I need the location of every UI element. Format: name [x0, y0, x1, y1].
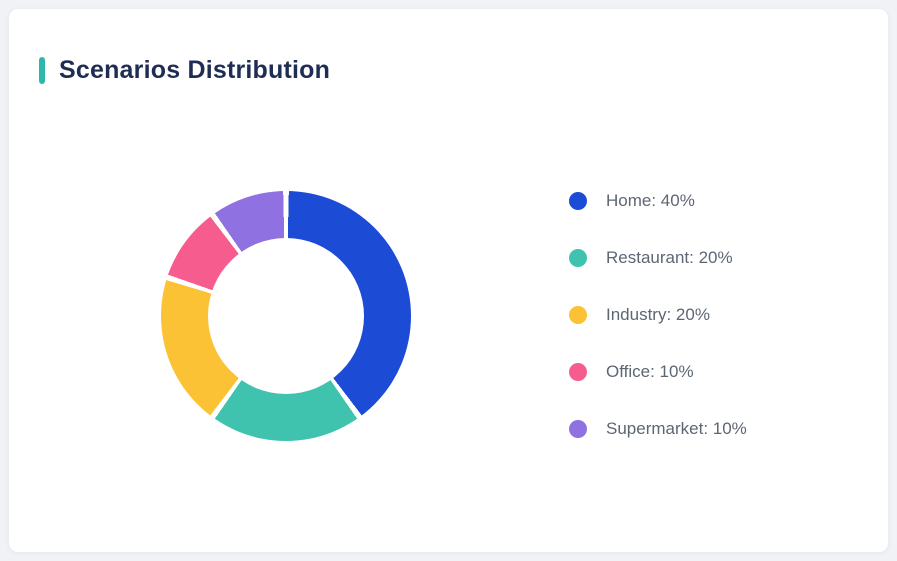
- scenarios-distribution-card: Scenarios Distribution Home: 40% Restaura…: [8, 8, 889, 553]
- legend-label: Home: 40%: [606, 191, 695, 210]
- title-accent-bar: [39, 57, 45, 84]
- chart-legend: Home: 40% Restaurant: 20% Industry: 20% Off…: [569, 189, 747, 474]
- legend-label: Supermarket: 10%: [606, 419, 747, 438]
- legend-item-restaurant[interactable]: Restaurant: 20%: [569, 246, 747, 270]
- donut-chart[interactable]: [161, 191, 411, 441]
- legend-dot: [569, 306, 587, 324]
- legend-label: Industry: 20%: [606, 305, 710, 324]
- legend-item-industry[interactable]: Industry: 20%: [569, 303, 747, 327]
- legend-label: Restaurant: 20%: [606, 248, 733, 267]
- legend-item-supermarket[interactable]: Supermarket: 10%: [569, 417, 747, 441]
- card-header: Scenarios Distribution: [39, 56, 330, 85]
- donut-hole: [208, 238, 364, 394]
- legend-label: Office: 10%: [606, 362, 694, 381]
- legend-dot: [569, 363, 587, 381]
- legend-item-home[interactable]: Home: 40%: [569, 189, 747, 213]
- legend-dot: [569, 249, 587, 267]
- legend-dot: [569, 420, 587, 438]
- legend-dot: [569, 192, 587, 210]
- page-title: Scenarios Distribution: [59, 56, 331, 84]
- legend-item-office[interactable]: Office: 10%: [569, 360, 747, 384]
